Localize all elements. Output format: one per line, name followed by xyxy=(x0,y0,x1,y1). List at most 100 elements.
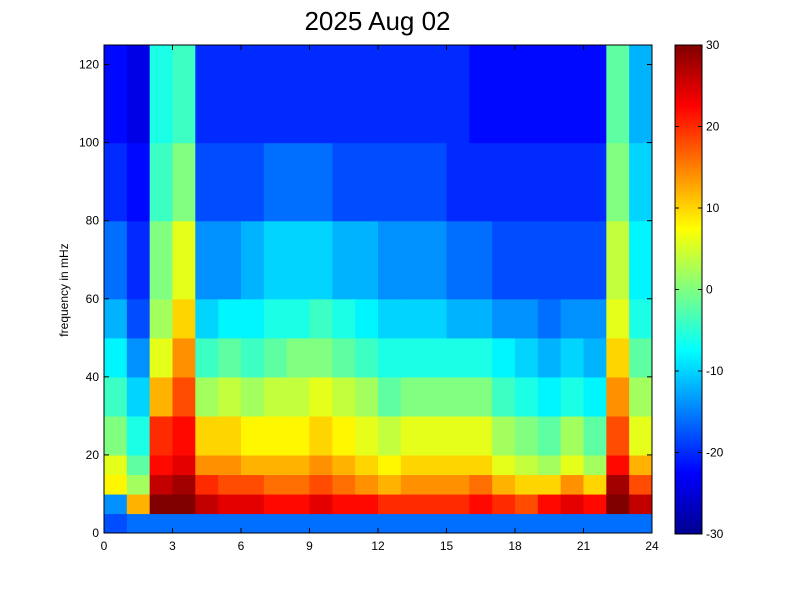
colorbar-tick-label: 0 xyxy=(706,283,713,297)
heatmap-cell xyxy=(263,376,288,417)
x-tick-label: 9 xyxy=(306,539,313,553)
heatmap-cell xyxy=(286,142,311,222)
heatmap-cell xyxy=(629,142,652,222)
heatmap-cell xyxy=(560,220,585,300)
heatmap-cell xyxy=(469,513,493,533)
heatmap-cell xyxy=(469,415,493,456)
heatmap-cell xyxy=(423,45,448,144)
heatmap-cell xyxy=(218,376,242,417)
heatmap-cell xyxy=(515,142,539,222)
y-tick-label: 100 xyxy=(79,136,99,150)
heatmap-cell xyxy=(400,220,425,300)
heatmap-cell xyxy=(537,45,562,144)
heatmap-cell xyxy=(241,337,265,378)
heatmap-cell xyxy=(286,337,311,378)
heatmap-cell xyxy=(492,415,516,456)
heatmap-cell xyxy=(446,376,470,417)
colorbar-tick-label: 10 xyxy=(706,201,720,215)
heatmap-cell xyxy=(104,337,128,378)
heatmap-cell xyxy=(149,220,174,300)
heatmap-cell xyxy=(195,415,219,456)
heatmap-cell xyxy=(195,513,219,533)
heatmap-cell xyxy=(378,45,402,144)
heatmap-cell xyxy=(446,474,470,495)
heatmap-cell xyxy=(400,298,425,339)
x-tick-label: 24 xyxy=(645,539,659,553)
y-tick-label: 20 xyxy=(86,448,100,462)
heatmap-cell xyxy=(400,454,425,476)
heatmap-cell xyxy=(309,337,333,378)
x-tick-label: 21 xyxy=(577,539,591,553)
heatmap-cell xyxy=(241,45,265,144)
heatmap-cell xyxy=(378,142,402,222)
heatmap-cell xyxy=(104,474,128,495)
heatmap-cell xyxy=(263,454,288,476)
heatmap-cell xyxy=(263,513,288,533)
heatmap-cell xyxy=(560,415,585,456)
x-tick-label: 0 xyxy=(101,539,108,553)
y-axis-ticks: 0 20 40 60 80 100 120 xyxy=(79,58,652,540)
heatmap-cell xyxy=(309,415,333,456)
y-tick-label: 120 xyxy=(79,58,99,72)
heatmap-cell xyxy=(400,474,425,495)
heatmap-cell xyxy=(400,142,425,222)
heatmap-cell xyxy=(104,142,128,222)
heatmap-cell xyxy=(104,415,128,456)
heatmap-cell xyxy=(126,142,151,222)
x-tick-label: 15 xyxy=(440,539,454,553)
heatmap-cell xyxy=(446,337,470,378)
heatmap-cell xyxy=(309,493,333,515)
heatmap-cell xyxy=(355,493,379,515)
heatmap-cell xyxy=(149,493,174,515)
heatmap-cell xyxy=(606,337,630,378)
heatmap-cell xyxy=(560,337,585,378)
heatmap-cell xyxy=(332,415,356,456)
heatmap-cell xyxy=(218,142,242,222)
heatmap-cell xyxy=(309,220,333,300)
heatmap-cell xyxy=(400,493,425,515)
heatmap-cells xyxy=(104,45,652,533)
heatmap-cell xyxy=(355,220,379,300)
heatmap-cell xyxy=(378,513,402,533)
heatmap-cell xyxy=(263,415,288,456)
heatmap-cell xyxy=(241,513,265,533)
heatmap-cell xyxy=(629,45,652,144)
heatmap-cell xyxy=(537,454,562,476)
heatmap-cell xyxy=(195,454,219,476)
heatmap-cell xyxy=(423,142,448,222)
chart-title: 2025 Aug 02 xyxy=(304,6,451,36)
heatmap-cell xyxy=(263,45,288,144)
heatmap-cell xyxy=(423,376,448,417)
heatmap-cell xyxy=(104,493,128,515)
heatmap-cell xyxy=(332,454,356,476)
heatmap-cell xyxy=(126,376,151,417)
heatmap-cell xyxy=(606,220,630,300)
heatmap-cell xyxy=(537,474,562,495)
heatmap-cell xyxy=(583,415,607,456)
heatmap-cell xyxy=(378,493,402,515)
heatmap-cell xyxy=(583,220,607,300)
heatmap-cell xyxy=(218,45,242,144)
heatmap-cell xyxy=(218,337,242,378)
heatmap-cell xyxy=(492,513,516,533)
heatmap-cell xyxy=(378,474,402,495)
heatmap-cell xyxy=(560,45,585,144)
heatmap-cell xyxy=(400,337,425,378)
heatmap-cell xyxy=(629,415,652,456)
heatmap-cell xyxy=(492,45,516,144)
heatmap-cell xyxy=(492,298,516,339)
heatmap-cell xyxy=(126,493,151,515)
heatmap-cell xyxy=(149,474,174,495)
heatmap-cell xyxy=(629,376,652,417)
heatmap-cell xyxy=(515,474,539,495)
heatmap-cell xyxy=(560,493,585,515)
heatmap-cell xyxy=(332,376,356,417)
heatmap-cell xyxy=(126,45,151,144)
heatmap-cell xyxy=(263,474,288,495)
heatmap-cell xyxy=(423,298,448,339)
heatmap-cell xyxy=(423,474,448,495)
heatmap-cell xyxy=(355,337,379,378)
heatmap-cell xyxy=(286,415,311,456)
heatmap-cell xyxy=(378,454,402,476)
